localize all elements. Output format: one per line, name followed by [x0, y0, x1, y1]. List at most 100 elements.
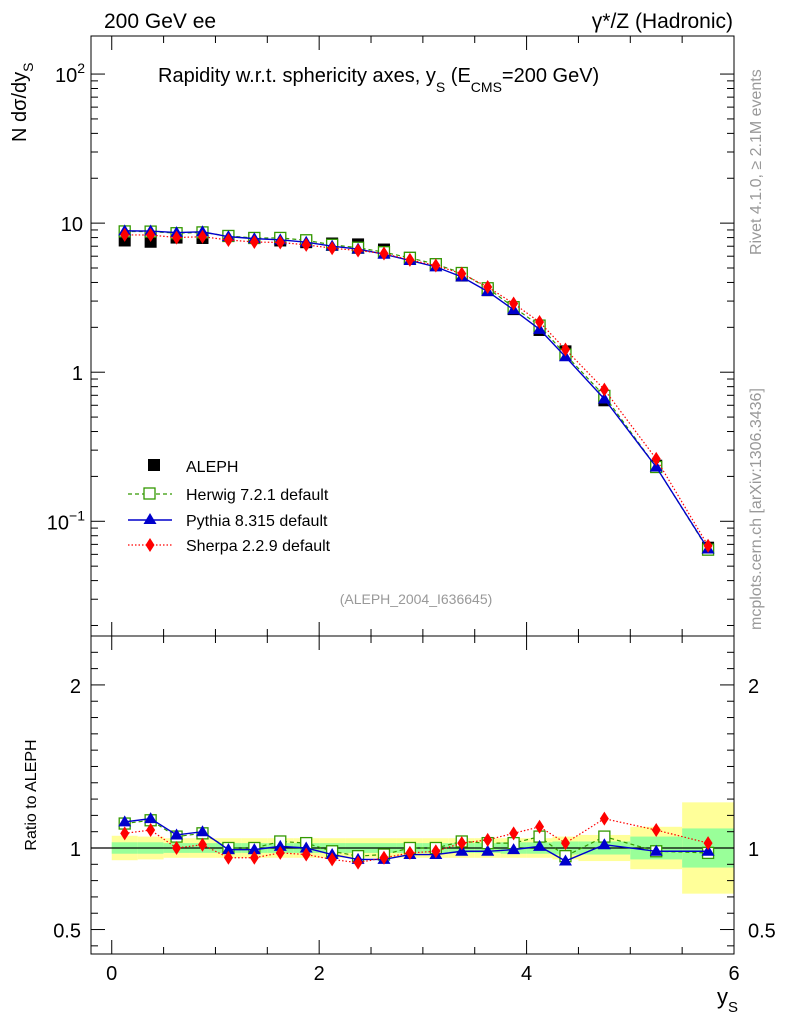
- sherpa-main-point: [703, 538, 713, 553]
- sherpa-main-point: [120, 227, 130, 242]
- pythia-ratio-point: [701, 844, 715, 856]
- xtick-label: 2: [314, 963, 325, 985]
- pythia-ratio-point: [118, 815, 132, 827]
- chart-title: Rapidity w.r.t. sphericity axes, yS (ECM…: [158, 65, 599, 95]
- pythia-ratio-point: [481, 844, 495, 856]
- ratio-frame: [90, 635, 735, 955]
- header-right: γ*/Z (Hadronic): [592, 10, 733, 33]
- y-axis-label: N dσ/dyS: [9, 63, 36, 143]
- x-axis: 0 2 4 6: [106, 636, 740, 985]
- sherpa-main-point: [249, 234, 259, 249]
- sherpa-main-point: [560, 342, 570, 357]
- sherpa-main-point: [509, 296, 519, 311]
- pythia-ratio-point: [144, 812, 158, 824]
- legend-label-pythia: Pythia 8.315 default: [186, 513, 328, 530]
- ratio-y-axis-label: Ratio to ALEPH: [23, 739, 40, 850]
- ratio-ytick-label: 1: [70, 839, 81, 861]
- pythia-ratio-point: [507, 843, 521, 855]
- ratio-ytick-label-right: 0.5: [748, 921, 776, 943]
- sherpa-main-point: [172, 230, 182, 245]
- sherpa-ratio-point: [405, 845, 415, 860]
- sherpa-ratio-point: [301, 847, 311, 862]
- sherpa-ratio-point: [275, 845, 285, 860]
- legend: ALEPH Herwig 7.2.1 default Pythia 8.315 …: [128, 459, 331, 555]
- sherpa-main-point: [146, 227, 156, 242]
- main-ytick-label: 102: [55, 60, 85, 87]
- pythia-ratio-point: [170, 828, 184, 840]
- sherpa-main-point: [431, 258, 441, 273]
- sherpa-main-point: [651, 451, 661, 466]
- xtick-label: 6: [728, 963, 739, 985]
- pythia-ratio-point: [299, 841, 313, 853]
- sherpa-main-point: [379, 246, 389, 261]
- xtick-label: 4: [521, 963, 532, 985]
- sherpa-ratio-point: [120, 826, 130, 841]
- legend-label-sherpa: Sherpa 2.2.9 default: [186, 538, 331, 555]
- header-left: 200 GeV ee: [104, 10, 216, 33]
- main-plot-area: [118, 224, 715, 556]
- sherpa-main-point: [275, 235, 285, 250]
- legend-marker-herwig: [143, 487, 156, 500]
- legend-marker-pythia: [143, 513, 157, 524]
- pythia-ratio-point: [273, 839, 287, 851]
- ratio-ytick-label: 2: [70, 676, 81, 698]
- sherpa-ratio-point: [457, 836, 467, 851]
- sherpa-main-point: [405, 252, 415, 267]
- legend-label-aleph: ALEPH: [186, 459, 238, 476]
- mcplots-label: mcplots.cern.ch [arXiv:1306.3436]: [748, 388, 765, 630]
- sherpa-main-point: [599, 382, 609, 397]
- sherpa-ratio-point: [560, 836, 570, 851]
- sherpa-ratio-point: [703, 836, 713, 851]
- pythia-ratio-point: [558, 854, 572, 866]
- sherpa-ratio-point: [379, 850, 389, 865]
- ratio-plot-area: [91, 802, 734, 894]
- sherpa-main-point: [535, 315, 545, 330]
- sherpa-main-point: [197, 229, 207, 244]
- ratio-panel: 2 2 1 1 0.5 0.5 0 2 4 6 Ratio to ALEPH yS: [23, 635, 776, 1016]
- sherpa-main-point: [353, 243, 363, 258]
- main-ytick-label: 10−1: [47, 507, 85, 534]
- sherpa-main-point: [457, 266, 467, 281]
- main-ytick-label: 10: [61, 214, 83, 236]
- sherpa-ratio-point: [599, 811, 609, 826]
- sherpa-ratio-point: [483, 832, 493, 847]
- x-axis-label: yS: [717, 984, 738, 1016]
- ratio-y-axis: 2 2 1 1 0.5 0.5: [53, 635, 776, 947]
- sherpa-ratio-point: [651, 823, 661, 838]
- legend-marker-aleph: [148, 459, 160, 471]
- pythia-ratio-point: [247, 843, 261, 855]
- analysis-id: (ALEPH_2004_I636645): [340, 591, 493, 607]
- main-ytick-label: 1: [72, 363, 83, 385]
- pythia-ratio-point: [597, 838, 611, 850]
- sherpa-main-point: [483, 280, 493, 295]
- legend-label-herwig: Herwig 7.2.1 default: [186, 487, 329, 504]
- sherpa-ratio-point: [197, 837, 207, 852]
- main-y-axis: 102 10 1 10−1: [47, 60, 734, 626]
- sherpa-ratio-point: [535, 819, 545, 834]
- pythia-ratio-point: [533, 839, 547, 851]
- sherpa-ratio-point: [172, 841, 182, 855]
- main-panel: 102 10 1 10−1 Rapidity w.r.t. sphericity ax…: [9, 35, 735, 637]
- sherpa-ratio-point: [509, 826, 519, 841]
- ratio-ytick-label-right: 2: [748, 676, 759, 698]
- sherpa-main-point: [327, 241, 337, 256]
- sherpa-ratio-point: [249, 850, 259, 865]
- legend-marker-sherpa: [145, 538, 155, 552]
- pythia-ratio-point: [649, 844, 663, 856]
- sherpa-ratio-point: [223, 850, 233, 865]
- rivet-label: Rivet 4.1.0, ≥ 2.1M events: [748, 69, 765, 255]
- pythia-main-point: [597, 392, 611, 404]
- ratio-ytick-label: 0.5: [53, 921, 81, 943]
- sherpa-ratio-point: [327, 852, 337, 867]
- sherpa-ratio-point: [353, 855, 363, 870]
- pythia-ratio-point: [221, 843, 235, 855]
- pythia-ratio-point: [195, 825, 209, 837]
- sherpa-ratio-point: [146, 823, 156, 838]
- sherpa-main-point: [223, 232, 233, 247]
- ratio-ytick-label-right: 1: [748, 839, 759, 861]
- xtick-label: 0: [106, 963, 117, 985]
- pythia-ratio-point: [455, 844, 469, 856]
- sherpa-main-point: [301, 237, 311, 252]
- sherpa-ratio-point: [431, 844, 441, 859]
